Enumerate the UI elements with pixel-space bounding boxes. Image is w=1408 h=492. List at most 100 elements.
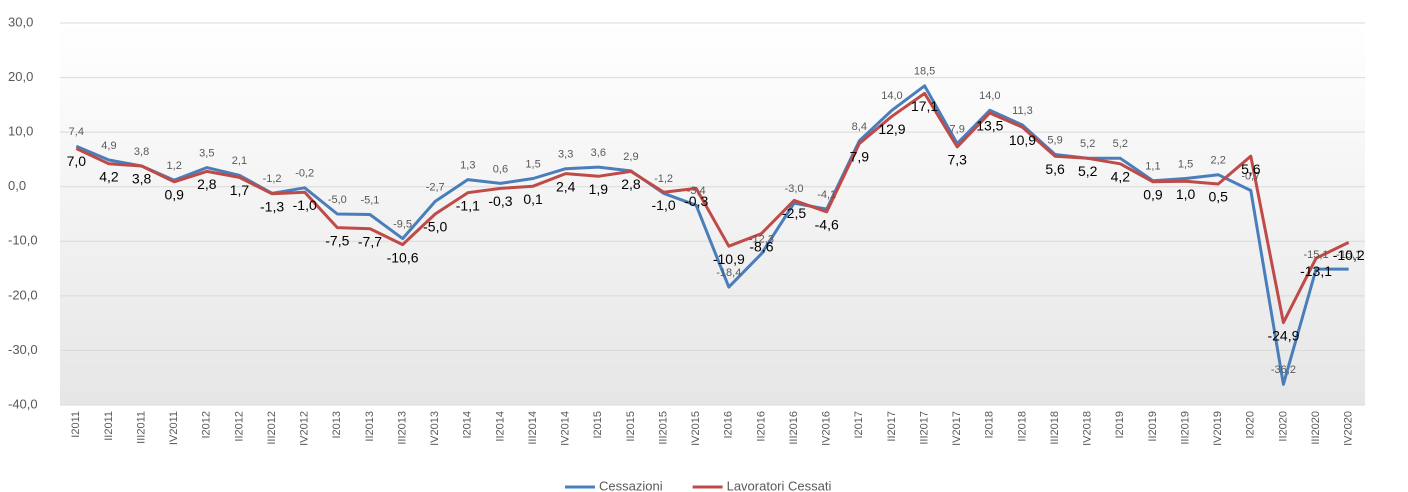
- data-label: 3,5: [199, 148, 214, 160]
- x-tick-label: IV2013: [429, 411, 441, 446]
- x-tick-label: I2015: [592, 411, 604, 439]
- x-tick-label: I2017: [853, 411, 865, 439]
- data-label: -0,3: [488, 193, 512, 209]
- data-label: -15,1: [1304, 249, 1329, 261]
- data-label: -1,2: [654, 173, 673, 185]
- data-label: 0,9: [164, 187, 184, 203]
- x-tick-label: II2012: [233, 411, 245, 442]
- y-tick-label: -10,0: [8, 233, 38, 248]
- data-label: 2,8: [197, 176, 217, 192]
- x-tick-label: I2020: [1245, 411, 1257, 439]
- data-label: 5,2: [1078, 163, 1098, 179]
- data-label: 14,0: [979, 90, 1000, 102]
- x-tick-label: I2013: [331, 411, 343, 439]
- data-label: 3,8: [134, 146, 149, 158]
- x-tick-label: II2020: [1277, 411, 1289, 442]
- data-label: 14,0: [881, 90, 902, 102]
- data-label: 17,1: [911, 98, 938, 114]
- data-label: -10,6: [387, 249, 419, 265]
- x-tick-label: IV2011: [168, 411, 180, 445]
- x-tick-label: IV2016: [821, 411, 833, 446]
- x-tick-label: II2018: [1016, 411, 1028, 442]
- x-tick-label: III2011: [135, 411, 147, 444]
- data-label: 1,0: [1176, 186, 1196, 202]
- data-label: 4,2: [1111, 168, 1131, 184]
- data-label: 0,5: [1208, 189, 1228, 205]
- data-label: 0,1: [523, 191, 543, 207]
- x-tick-label: I2011: [70, 411, 82, 438]
- x-tick-label: IV2020: [1343, 411, 1355, 446]
- data-label: 1,5: [1178, 158, 1193, 170]
- data-label: -18,4: [716, 267, 741, 279]
- data-label: -0,2: [295, 168, 314, 180]
- x-tick-label: II2013: [364, 411, 376, 442]
- x-tick-label: IV2014: [560, 411, 572, 446]
- x-tick-label: II2016: [755, 411, 767, 442]
- data-label: 5,2: [1113, 138, 1128, 150]
- data-label: 4,2: [99, 168, 119, 184]
- data-label: -9,5: [393, 218, 412, 230]
- y-tick-label: 30,0: [8, 14, 33, 29]
- data-label: 3,6: [591, 147, 606, 159]
- x-tick-label: III2017: [918, 411, 930, 445]
- legend-label: Cessazioni: [599, 478, 663, 492]
- data-label: 5,2: [1080, 138, 1095, 150]
- y-tick-label: 10,0: [8, 124, 33, 139]
- data-label: 7,4: [69, 126, 84, 138]
- y-tick-label: -40,0: [8, 396, 38, 411]
- data-label: -12,3: [749, 234, 774, 246]
- data-label: -3,4: [687, 185, 706, 197]
- x-tick-label: IV2019: [1212, 411, 1224, 446]
- data-label: -36,2: [1271, 364, 1296, 376]
- data-label: 2,2: [1211, 155, 1226, 167]
- data-label: -4,6: [815, 217, 839, 233]
- data-label: 7,9: [950, 124, 965, 136]
- data-label: 5,6: [1241, 161, 1261, 177]
- x-tick-label: I2014: [462, 411, 474, 439]
- data-label: 2,4: [556, 178, 576, 194]
- data-label: -7,5: [325, 232, 349, 248]
- data-label: 5,6: [1045, 161, 1065, 177]
- data-label: -1,3: [260, 199, 284, 215]
- data-label: -15,1: [1336, 249, 1361, 261]
- data-label: -13,1: [1300, 263, 1332, 279]
- data-label: -10,9: [713, 251, 745, 267]
- data-label: 10,9: [1009, 132, 1036, 148]
- y-tick-label: -20,0: [8, 287, 38, 302]
- x-tick-label: III2014: [527, 411, 539, 445]
- y-tick-label: 0,0: [8, 178, 26, 193]
- data-label: 7,9: [850, 148, 870, 164]
- x-tick-label: IV2015: [690, 411, 702, 446]
- data-label: 1,1: [1145, 161, 1160, 173]
- data-label: 2,1: [232, 155, 247, 167]
- data-label: -1,0: [293, 197, 317, 213]
- plot-area: [60, 23, 1365, 405]
- data-label: -5,0: [328, 194, 347, 206]
- data-label: 3,3: [558, 149, 573, 161]
- x-tick-label: I2018: [984, 411, 996, 439]
- data-label: -7,7: [358, 233, 382, 249]
- data-label: 12,9: [878, 121, 905, 137]
- data-label: 0,6: [493, 163, 508, 175]
- x-tick-label: III2019: [1179, 411, 1191, 445]
- data-label: 4,9: [101, 140, 116, 152]
- data-label: 2,9: [623, 151, 638, 163]
- data-label: 2,8: [621, 176, 641, 192]
- x-tick-label: II2011: [103, 411, 115, 441]
- data-label: 1,3: [460, 160, 475, 172]
- line-series: [75, 91, 1350, 325]
- x-tick-label: II2015: [625, 411, 637, 442]
- x-tick-label: IV2017: [951, 411, 963, 446]
- data-label: 0,9: [1143, 187, 1163, 203]
- data-label: -24,9: [1267, 327, 1299, 343]
- data-label: 13,5: [976, 118, 1003, 134]
- x-tick-label: II2017: [886, 411, 898, 442]
- data-label: 5,9: [1047, 134, 1062, 146]
- data-label: -1,1: [456, 197, 480, 213]
- data-label: 7,0: [67, 153, 87, 169]
- x-tick-label: III2015: [657, 411, 669, 445]
- data-label: -5,1: [360, 194, 379, 206]
- x-tick-label: III2016: [788, 411, 800, 445]
- x-tick-label: III2020: [1310, 411, 1322, 445]
